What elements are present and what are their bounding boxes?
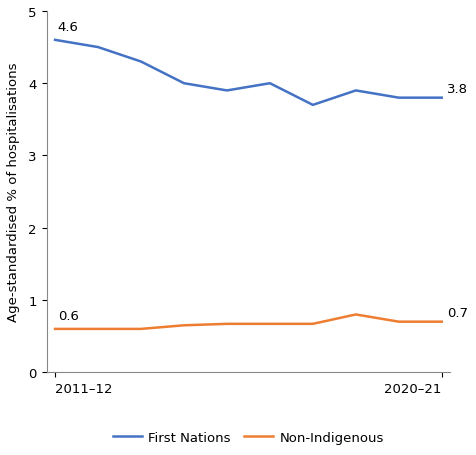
Text: 3.8: 3.8 xyxy=(447,83,468,96)
Legend: First Nations, Non-Indigenous: First Nations, Non-Indigenous xyxy=(108,426,389,450)
Text: 0.6: 0.6 xyxy=(58,309,79,322)
Y-axis label: Age-standardised % of hospitalisations: Age-standardised % of hospitalisations xyxy=(7,63,20,322)
Text: 4.6: 4.6 xyxy=(58,21,79,34)
Text: 0.7: 0.7 xyxy=(447,306,468,319)
